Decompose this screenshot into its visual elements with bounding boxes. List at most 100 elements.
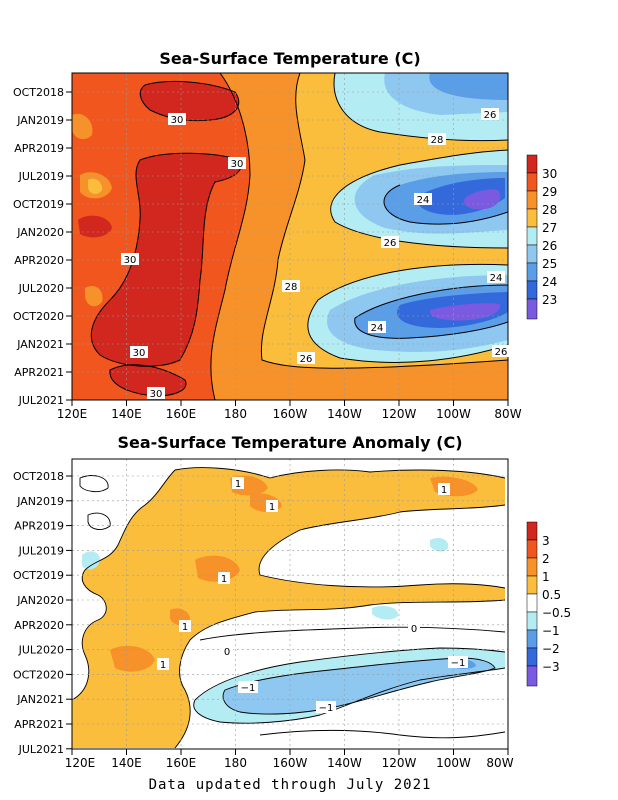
anomaly-colorbar-label: −3 bbox=[542, 660, 560, 674]
sst-xtick-label: 140E bbox=[111, 407, 142, 421]
sst-colorbar-swatch bbox=[526, 208, 538, 228]
sst-ytick-label: JAN2021 bbox=[16, 338, 64, 351]
anomaly-colorbar-label: −2 bbox=[542, 642, 560, 656]
anomaly-colorbar-swatch bbox=[526, 629, 538, 649]
sst-contour-label: 30 bbox=[231, 159, 244, 170]
anomaly-y-axis: OCT2018 JAN2019 APR2019 JUL2019 OCT2019 … bbox=[13, 470, 72, 756]
anomaly-ytick-label: JAN2021 bbox=[16, 693, 64, 706]
anomaly-contour-label: −1 bbox=[241, 683, 256, 694]
sst-colorbar-swatch bbox=[526, 226, 538, 246]
sst-colorbar-swatch bbox=[526, 190, 538, 210]
sst-xtick-label: 120E bbox=[57, 407, 88, 421]
sst-ytick-label: JAN2020 bbox=[16, 226, 64, 239]
sst-panel: Sea-Surface Temperature (C) bbox=[13, 49, 557, 421]
sst-region-west-28 bbox=[72, 113, 112, 307]
anomaly-region-minus-1 bbox=[223, 658, 495, 715]
sst-title: Sea-Surface Temperature (C) bbox=[159, 49, 420, 68]
anomaly-colorbar-swatch bbox=[526, 647, 538, 667]
anomaly-ytick-label: APR2020 bbox=[14, 619, 64, 632]
anomaly-colorbar-swatch bbox=[526, 665, 538, 687]
anomaly-contour-label: 0 bbox=[224, 647, 230, 658]
sst-ytick-label: OCT2020 bbox=[13, 310, 64, 323]
sst-x-axis: 120E 140E 160E 180 160W 140W 120W 100W 8… bbox=[57, 400, 522, 421]
sst-ytick-label: APR2020 bbox=[14, 254, 64, 267]
anomaly-colorbar-label: 2 bbox=[542, 552, 550, 566]
anomaly-xtick-label: 120E bbox=[65, 756, 96, 770]
anomaly-ytick-label: OCT2019 bbox=[13, 569, 64, 582]
sst-contour-label: 28 bbox=[431, 135, 444, 146]
anomaly-xtick-label: 140E bbox=[111, 756, 142, 770]
anomaly-colorbar-label: 1 bbox=[542, 570, 550, 584]
anomaly-contour-label: 1 bbox=[441, 485, 447, 496]
anomaly-colorbar-swatch bbox=[526, 611, 538, 631]
sst-y-axis: OCT2018 JAN2019 APR2019 JUL2019 OCT2019 … bbox=[13, 86, 72, 407]
anomaly-colorbar: 3 2 1 0.5 −0.5 −1 −2 −3 bbox=[526, 521, 571, 687]
sst-colorbar-label: 23 bbox=[542, 293, 557, 307]
sst-xtick-label: 120W bbox=[382, 407, 417, 421]
sst-ytick-label: JUL2019 bbox=[18, 170, 64, 183]
anomaly-colorbar-label: −1 bbox=[542, 624, 560, 638]
sst-xtick-label: 180 bbox=[224, 407, 247, 421]
anomaly-panel: Sea-Surface Temperature Anomaly (C) bbox=[13, 433, 571, 770]
sst-contour-label: 30 bbox=[171, 115, 184, 126]
sst-colorbar-swatch bbox=[526, 154, 538, 174]
anomaly-ytick-label: OCT2018 bbox=[13, 470, 64, 483]
sst-region-west-27 bbox=[88, 178, 103, 194]
anomaly-region-1 bbox=[110, 475, 478, 672]
sst-contour-label: 30 bbox=[133, 348, 146, 359]
sst-ytick-label: JAN2019 bbox=[16, 114, 64, 127]
sst-contour-label: 24 bbox=[490, 273, 503, 284]
anomaly-contour-label: 1 bbox=[235, 479, 241, 490]
sst-colorbar-swatch bbox=[526, 244, 538, 264]
anomaly-xtick-label: 180 bbox=[224, 756, 247, 770]
sst-contour-label: 28 bbox=[285, 282, 298, 293]
sst-ytick-label: JUL2021 bbox=[18, 394, 64, 407]
sst-contour-label: 26 bbox=[484, 110, 497, 121]
sst-contour-label: 24 bbox=[371, 323, 384, 334]
sst-colorbar-swatch bbox=[526, 280, 538, 300]
sst-colorbar-swatch bbox=[526, 172, 538, 192]
sst-colorbar-label: 29 bbox=[542, 185, 557, 199]
sst-colorbar-label: 27 bbox=[542, 221, 557, 235]
sst-xtick-label: 140W bbox=[327, 407, 362, 421]
sst-ytick-label: OCT2019 bbox=[13, 198, 64, 211]
sst-ytick-label: OCT2018 bbox=[13, 86, 64, 99]
anomaly-colorbar-label: −0.5 bbox=[542, 606, 571, 620]
sst-colorbar-swatch bbox=[526, 262, 538, 282]
anomaly-xtick-label: 100W bbox=[436, 756, 471, 770]
anomaly-contour-label: 1 bbox=[182, 622, 188, 633]
sst-contour-label: 30 bbox=[150, 389, 163, 400]
anomaly-contour-label: 1 bbox=[269, 502, 275, 513]
sst-region-22 bbox=[429, 189, 501, 321]
sst-colorbar-label: 28 bbox=[542, 203, 557, 217]
anomaly-ytick-label: OCT2020 bbox=[13, 668, 64, 681]
anomaly-ytick-label: JAN2019 bbox=[16, 495, 64, 508]
anomaly-contour-label: −1 bbox=[451, 658, 466, 669]
anomaly-xtick-label: 120W bbox=[382, 756, 417, 770]
anomaly-colorbar-swatch bbox=[526, 557, 538, 577]
anomaly-contour-labels: 1 1 1 1 1 1 1 0 0 −1 −1 −1 bbox=[159, 479, 466, 714]
sst-colorbar-label: 25 bbox=[542, 257, 557, 271]
sst-xtick-label: 100W bbox=[436, 407, 471, 421]
anomaly-gridlines bbox=[72, 459, 508, 749]
sst-xtick-label: 80W bbox=[494, 407, 521, 421]
anomaly-colorbar-label: 3 bbox=[542, 534, 550, 548]
sst-contour-label: 26 bbox=[300, 354, 313, 365]
anomaly-colorbar-swatch bbox=[526, 593, 538, 613]
anomaly-colorbar-label: 0.5 bbox=[542, 588, 561, 602]
anomaly-ytick-label: JAN2020 bbox=[16, 594, 64, 607]
anomaly-x-axis: 120E 140E 160E 180 160W 140W 120W 100W 8… bbox=[65, 749, 514, 770]
sst-contour-label: 30 bbox=[124, 255, 137, 266]
sst-contour-label: 24 bbox=[417, 195, 430, 206]
anomaly-title: Sea-Surface Temperature Anomaly (C) bbox=[117, 433, 462, 452]
anomaly-colorbar-swatch bbox=[526, 521, 538, 541]
anomaly-contour-label: 1 bbox=[221, 574, 227, 585]
anomaly-xtick-label: 160E bbox=[166, 756, 197, 770]
sst-ytick-label: JUL2020 bbox=[18, 282, 64, 295]
anomaly-xtick-label: 80W bbox=[486, 756, 513, 770]
sst-colorbar: 30 29 28 27 26 25 24 23 bbox=[526, 154, 557, 320]
sst-contour-label: 26 bbox=[495, 347, 508, 358]
sst-colorbar-swatch bbox=[526, 298, 538, 320]
sst-field bbox=[72, 73, 508, 400]
sst-region-30 bbox=[78, 81, 242, 396]
